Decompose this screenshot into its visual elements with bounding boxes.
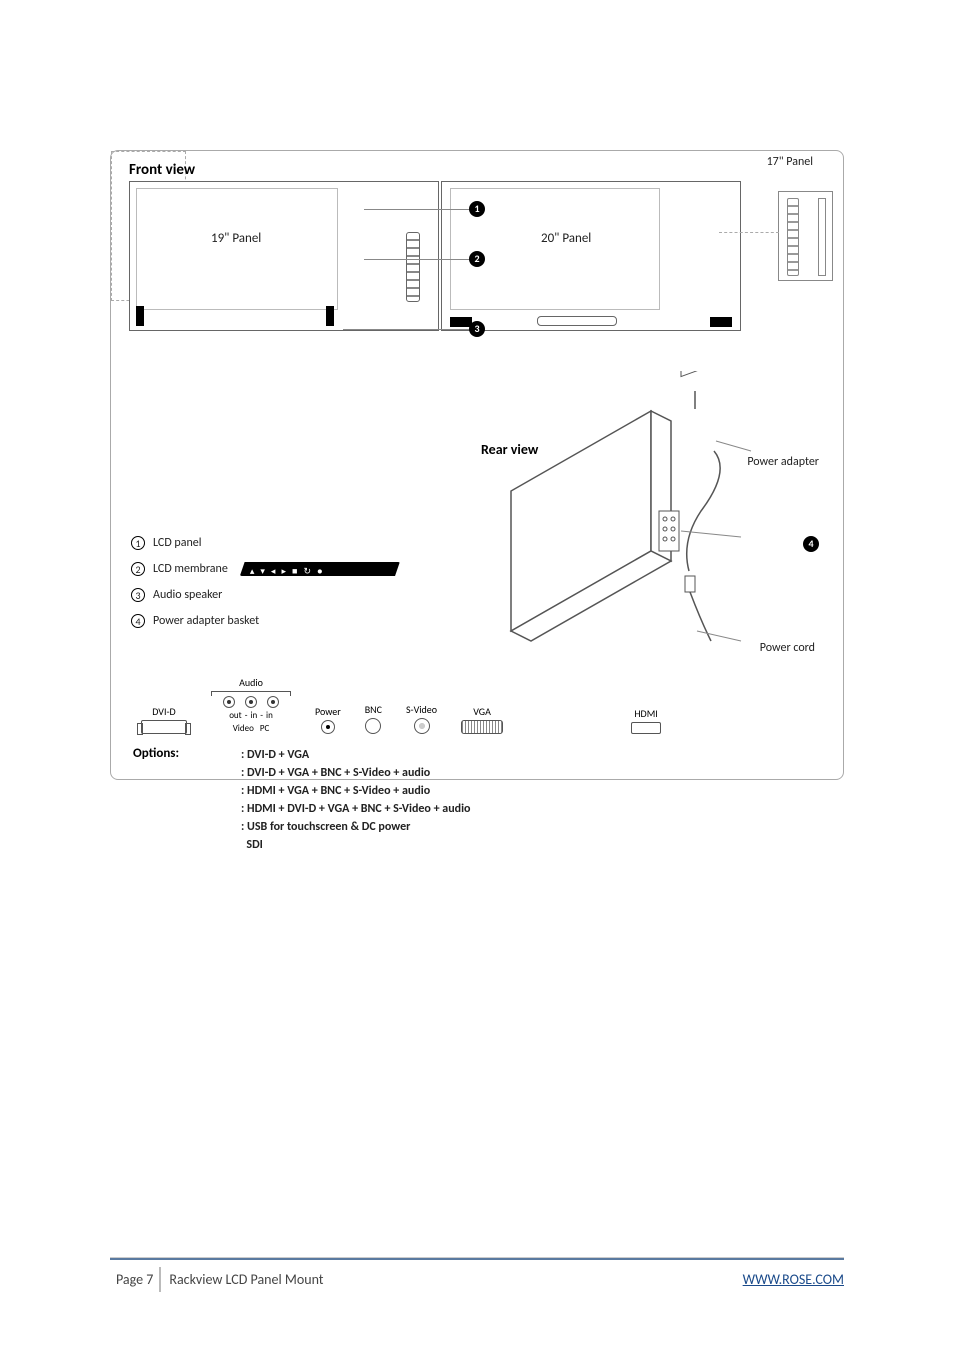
port-hdmi-icon — [631, 722, 661, 734]
conn-audio-group: Audio out - in - in Vid — [211, 676, 291, 734]
conn-dvi: DVI-D — [141, 705, 187, 734]
conn-dvi-label: DVI-D — [152, 705, 175, 718]
conn-power: Power — [315, 705, 341, 734]
conn-vga-label: VGA — [473, 705, 491, 718]
conn-bnc: BNC — [365, 703, 382, 734]
port-audio-in2-icon — [267, 696, 279, 708]
leader-2 — [364, 259, 469, 260]
callout-marker-1: 1 — [469, 201, 485, 217]
connector-strip: DVI-D Audio out - in - — [141, 676, 701, 736]
panel-17-side — [818, 198, 826, 276]
options-list: : DVI-D + VGA : DVI-D + VGA + BNC + S-Vi… — [241, 746, 470, 854]
panel-17-membrane — [787, 198, 799, 276]
conn-hdmi-label: HDMI — [634, 707, 657, 720]
conn-hdmi: HDMI — [631, 707, 661, 734]
legend-row-4: 4 Power adapter basket — [131, 609, 400, 633]
callout-marker-3: 3 — [469, 321, 485, 337]
membrane-chip-icon — [240, 562, 400, 576]
panel-19-caption: 19" Panel — [211, 231, 261, 246]
panel-20-membrane — [537, 316, 617, 326]
diagram-box: Front view 19" Panel 20" Panel 17" Panel… — [110, 150, 844, 780]
page-number: Page 7 — [110, 1267, 161, 1292]
legend-label-1: LCD panel — [153, 531, 202, 555]
legend-label-2: LCD membrane — [153, 557, 228, 581]
front-view-label: Front view — [129, 161, 195, 179]
panel-19 — [129, 181, 439, 331]
panel-17-detail — [778, 191, 833, 281]
footer-url-link[interactable]: WWW.ROSE.COM — [743, 1271, 844, 1288]
port-svideo-icon — [414, 718, 430, 734]
sub-video: Video — [233, 723, 254, 734]
port-audio-in-icon — [245, 696, 257, 708]
option-1: : DVI-D + VGA — [241, 746, 470, 764]
legend-num-4: 4 — [131, 614, 145, 628]
legend-label-4: Power adapter basket — [153, 609, 259, 633]
legend-row-1: 1 LCD panel — [131, 531, 400, 555]
port-power-icon — [321, 720, 335, 734]
option-5: : USB for touchscreen & DC power — [241, 818, 470, 836]
option-3: : HDMI + VGA + BNC + S-Video + audio — [241, 782, 470, 800]
legend-num-1: 1 — [131, 536, 145, 550]
port-audio-out-icon — [223, 696, 235, 708]
panel-20-speaker-right — [710, 317, 732, 327]
conn-svideo-label: S-Video — [406, 703, 437, 716]
panel-17-caption: 17" Panel — [767, 155, 813, 169]
port-dvi-icon — [141, 720, 187, 734]
legend: 1 LCD panel 2 LCD membrane 3 Audio speak… — [131, 531, 400, 635]
legend-row-3: 3 Audio speaker — [131, 583, 400, 607]
sub-dash1: - — [245, 710, 248, 721]
legend-label-3: Audio speaker — [153, 583, 222, 607]
legend-num-2: 2 — [131, 562, 145, 576]
conn-power-label: Power — [315, 705, 341, 718]
legend-num-3: 3 — [131, 588, 145, 602]
panel-19-speaker-right — [326, 306, 334, 326]
panel-19-membrane — [406, 232, 420, 302]
option-6: SDI — [241, 836, 470, 854]
sub-in2: in — [266, 710, 273, 721]
port-vga-icon — [461, 720, 503, 734]
sub-out: out — [229, 710, 242, 721]
conn-audio-label: Audio — [239, 676, 263, 689]
leader-1 — [364, 209, 469, 210]
panel-19-speaker-left — [136, 306, 144, 326]
options-label: Options: — [133, 746, 179, 761]
option-4: : HDMI + DVI-D + VGA + BNC + S-Video + a… — [241, 800, 470, 818]
footer-rule — [110, 1257, 844, 1260]
page: Front view 19" Panel 20" Panel 17" Panel… — [0, 0, 954, 1348]
panel-19-screen — [136, 188, 338, 310]
panel-20-caption: 20" Panel — [541, 231, 591, 246]
footer: Page 7 Rackview LCD Panel Mount WWW.ROSE… — [110, 1267, 844, 1292]
audio-bracket-icon — [211, 691, 291, 692]
panel-20 — [441, 181, 741, 331]
conn-svideo: S-Video — [406, 703, 437, 734]
sub-dash2: - — [260, 710, 263, 721]
footer-title: Rackview LCD Panel Mount — [161, 1271, 323, 1288]
conn-vga: VGA — [461, 705, 503, 734]
legend-row-2: 2 LCD membrane — [131, 557, 400, 581]
sub-pc: PC — [260, 723, 269, 734]
conn-bnc-label: BNC — [365, 703, 382, 716]
option-2: : DVI-D + VGA + BNC + S-Video + audio — [241, 764, 470, 782]
callout-marker-2: 2 — [469, 251, 485, 267]
power-cord-label: Power cord — [760, 641, 815, 655]
power-adapter-label: Power adapter — [747, 455, 819, 469]
rear-view-diagram — [471, 371, 771, 671]
sub-in: in — [250, 710, 257, 721]
leader-3 — [343, 329, 469, 330]
port-bnc-icon — [365, 718, 381, 734]
callout-marker-4: 4 — [803, 536, 819, 552]
